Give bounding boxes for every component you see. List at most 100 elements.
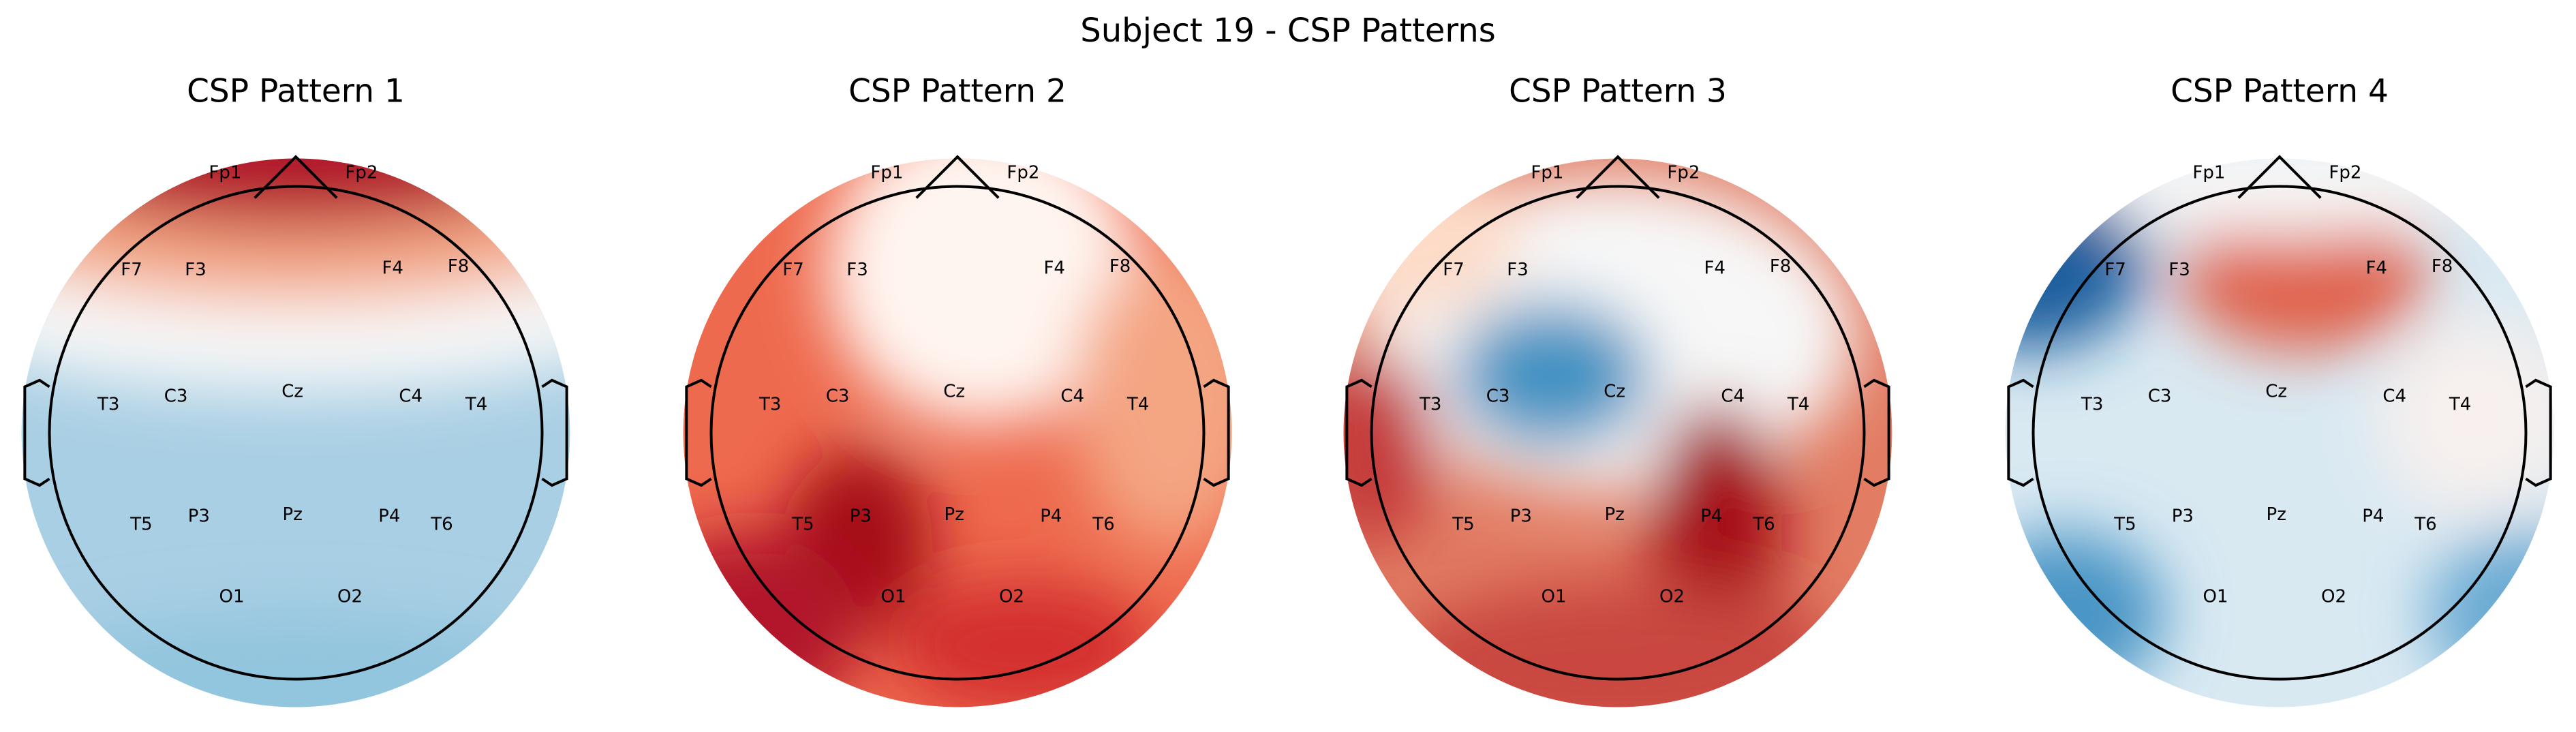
figure-title: Subject 19 - CSP Patterns (1080, 12, 1496, 50)
topomap-panel: CSP Pattern 3 Fp1 Fp2 F7 F3 F4 F8 T3 C3 Cz C4 T4 T5 P… (1343, 73, 1892, 707)
electrode-label: O1 (881, 587, 906, 607)
electrode-label: F7 (2104, 260, 2126, 280)
electrode-label: F3 (1507, 260, 1529, 280)
field-blob (1454, 301, 1651, 450)
electrode-label: P4 (2362, 506, 2384, 526)
electrode-label: F7 (1443, 260, 1465, 280)
electrode-label: T4 (2449, 395, 2471, 415)
electrode-label: Pz (2267, 504, 2286, 525)
electrode-label: P4 (378, 506, 400, 526)
electrode-label: F7 (121, 260, 142, 280)
electrode-label: T6 (2414, 514, 2436, 534)
topomap-field (2005, 158, 2554, 707)
field-blob (49, 158, 542, 228)
electrode-label: F8 (2432, 256, 2453, 277)
electrode-label: Fp2 (1007, 163, 1039, 183)
electrode-label: C4 (2382, 386, 2406, 406)
electrode-label: T4 (1126, 395, 1149, 415)
electrode-label: F3 (185, 260, 206, 280)
ear (23, 378, 50, 487)
electrode-label: O2 (999, 587, 1024, 607)
electrode-label: Fp1 (870, 163, 903, 183)
ear (1203, 378, 1230, 487)
nose (915, 155, 1000, 199)
electrode-label: T6 (430, 514, 453, 534)
electrode-label: F4 (1704, 258, 1726, 279)
electrode-label: Pz (283, 504, 303, 525)
electrode-label: F4 (382, 258, 403, 279)
ear (1345, 378, 1373, 487)
electrode-label: Fp1 (209, 163, 241, 183)
ear (685, 378, 712, 487)
electrode-label: T3 (758, 395, 781, 415)
field-blob (2378, 318, 2554, 515)
electrode-label: T6 (1752, 514, 1775, 534)
electrode-label: T5 (129, 514, 152, 534)
electrode-label: O1 (219, 587, 245, 607)
electrode-label: P4 (1040, 506, 1062, 526)
nose (254, 155, 338, 199)
field-blob (826, 158, 1139, 425)
electrode-label: O1 (1542, 587, 1567, 607)
electrode-label: F8 (1770, 256, 1792, 277)
electrode-label: F4 (2365, 258, 2387, 279)
nose (1576, 155, 1660, 199)
electrode-label: Pz (1605, 504, 1625, 525)
ear (1863, 378, 1890, 487)
electrode-label: Cz (281, 381, 303, 401)
electrode-label: Cz (943, 381, 965, 401)
electrode-label: P3 (850, 506, 872, 526)
electrode-label: Cz (2265, 381, 2287, 401)
electrode-label: P3 (1510, 506, 1532, 526)
electrode-label: Cz (1604, 381, 1625, 401)
electrode-label: F3 (2168, 260, 2190, 280)
topomap-field (683, 158, 1232, 707)
field-blob (1072, 251, 1232, 548)
electrode-label: O1 (2203, 587, 2228, 607)
topomap-panel: CSP Pattern 4 Fp1 Fp2 F7 F3 F4 F8 T3 C3 Cz C4 T4 T5 P… (2005, 73, 2554, 707)
electrode-label: C3 (1486, 386, 1510, 406)
electrode-label: T5 (2113, 514, 2136, 534)
electrode-label: C4 (1060, 386, 1084, 406)
electrode-label: T5 (1452, 514, 1474, 534)
electrode-label: Pz (945, 504, 964, 525)
electrode-label: Fp2 (345, 163, 378, 183)
panel-title: CSP Pattern 1 (187, 73, 405, 110)
panel-title: CSP Pattern 3 (1509, 73, 1727, 110)
electrode-label: T3 (2081, 395, 2103, 415)
field-blob (21, 613, 570, 707)
electrode-label: O2 (337, 587, 363, 607)
head-outline (709, 185, 1206, 681)
panel-title: CSP Pattern 4 (2171, 73, 2389, 110)
electrode-label: C3 (164, 386, 188, 406)
electrode-label: C3 (826, 386, 850, 406)
electrode-label: Fp1 (2192, 163, 2225, 183)
electrode-label: F3 (846, 260, 868, 280)
electrode-label: F8 (1109, 256, 1131, 277)
electrode-label: C4 (399, 386, 423, 406)
electrode-label: F4 (1043, 258, 1065, 279)
electrode-label: Fp1 (1531, 163, 1563, 183)
electrode-label: Fp2 (1667, 163, 1700, 183)
field-blob (683, 531, 859, 707)
electrode-label: T6 (1092, 514, 1114, 534)
field-blob (1343, 158, 1520, 318)
electrode-label: T4 (1787, 395, 1809, 415)
ear (2007, 378, 2034, 487)
electrode-label: T4 (465, 395, 487, 415)
electrode-label: F7 (782, 260, 804, 280)
electrode-label: T5 (791, 514, 814, 534)
head-outline (2031, 185, 2528, 681)
field-blob (2181, 202, 2427, 351)
panel-title: CSP Pattern 2 (848, 73, 1067, 110)
electrode-label: F8 (448, 256, 470, 277)
electrode-label: P3 (188, 506, 210, 526)
electrode-label: O2 (1659, 587, 1685, 607)
electrode-label: O2 (2321, 587, 2346, 607)
electrode-label: T3 (97, 395, 119, 415)
ear (2525, 378, 2552, 487)
electrode-label: P4 (1700, 506, 1722, 526)
electrode-label: C4 (1721, 386, 1745, 406)
